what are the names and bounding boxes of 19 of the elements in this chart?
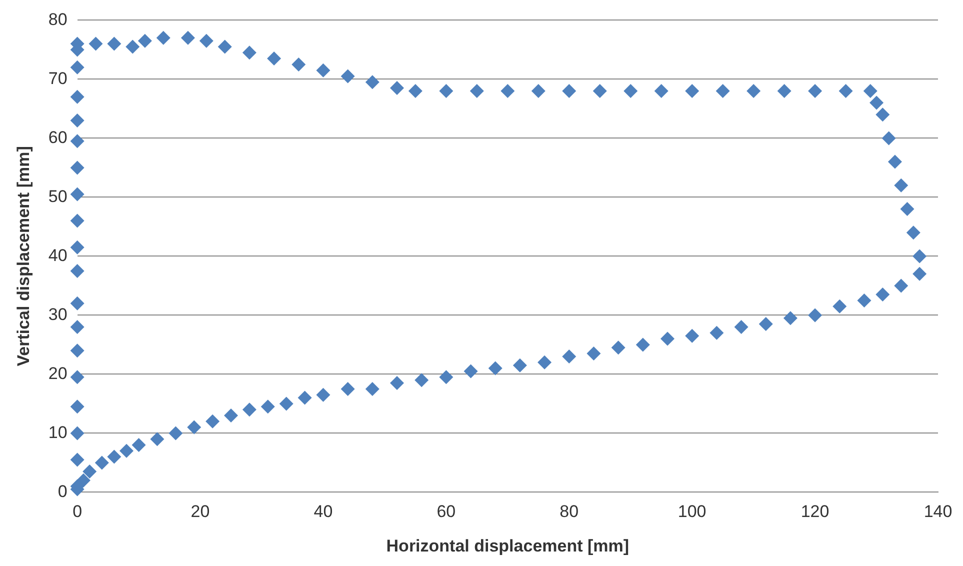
x-tick-label: 100 bbox=[678, 502, 706, 522]
y-tick-label: 10 bbox=[48, 422, 68, 442]
x-tick-label: 80 bbox=[560, 502, 579, 522]
y-tick-label: 20 bbox=[48, 364, 68, 383]
y-tick-label: 70 bbox=[48, 68, 68, 88]
y-tick-label: 30 bbox=[48, 304, 68, 324]
x-tick-label: 20 bbox=[190, 502, 210, 522]
y-tick-label: 60 bbox=[48, 128, 68, 147]
x-tick-label: 140 bbox=[924, 502, 952, 522]
y-tick-label: 0 bbox=[58, 482, 68, 501]
y-tick-label: 80 bbox=[48, 10, 68, 29]
x-tick-label: 40 bbox=[314, 502, 333, 522]
x-tick-label: 60 bbox=[436, 502, 456, 522]
x-tick-label: 120 bbox=[800, 502, 830, 522]
y-tick-label: 50 bbox=[48, 186, 68, 206]
y-axis-title: Vertical displacement [mm] bbox=[14, 146, 33, 366]
x-tick-label: 0 bbox=[72, 502, 82, 522]
x-axis-title: Horizontal displacement [mm] bbox=[386, 536, 630, 556]
y-tick-label: 40 bbox=[48, 246, 68, 265]
